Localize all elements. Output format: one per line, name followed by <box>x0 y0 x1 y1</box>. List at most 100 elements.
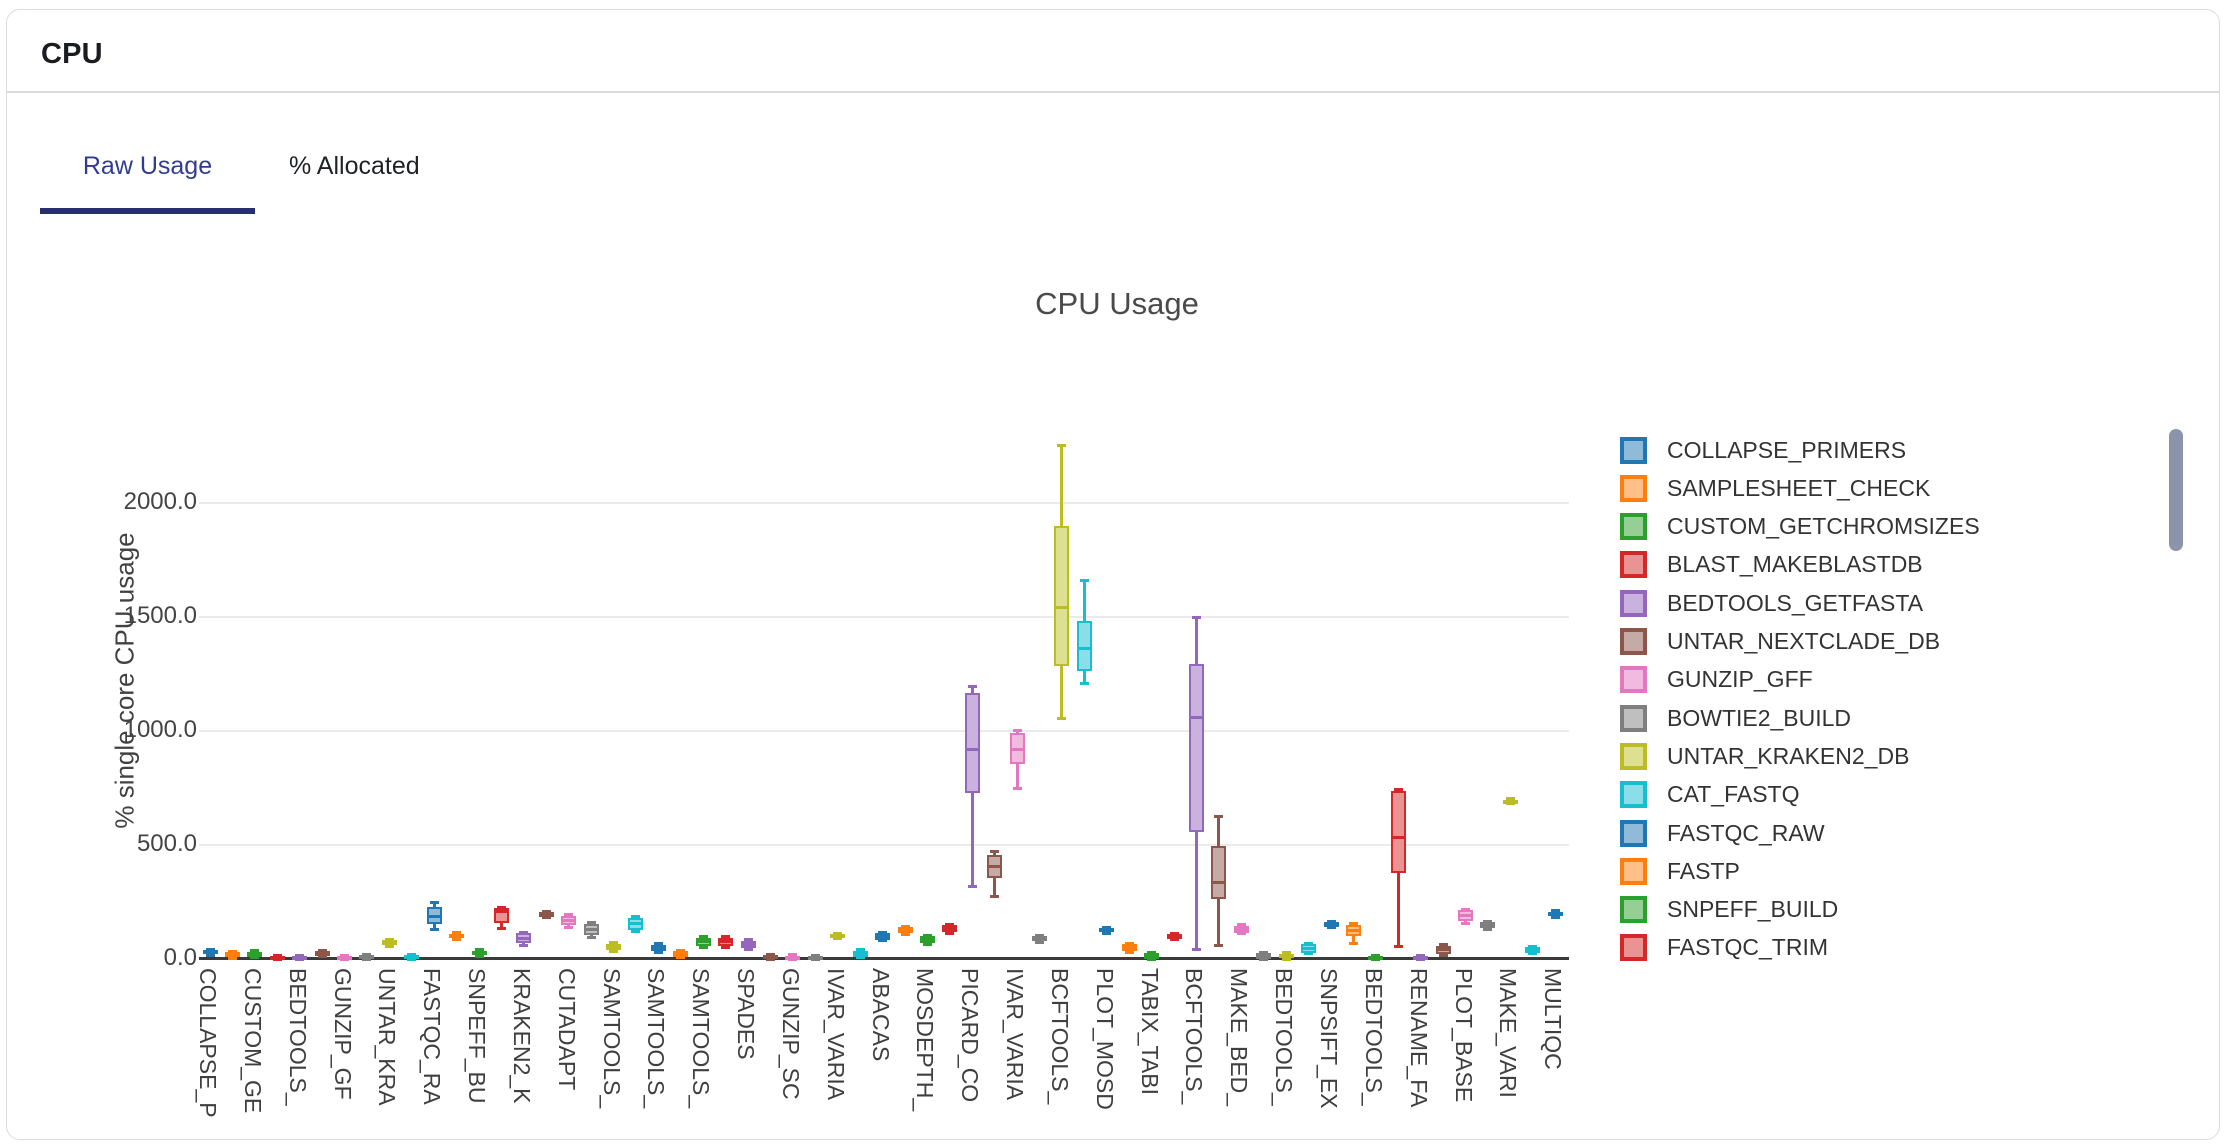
box-whisker-cap <box>1348 922 1358 926</box>
page-title: CPU <box>41 38 103 70</box>
legend-item[interactable]: BOWTIE2_BUILD <box>1620 699 1851 737</box>
legend-item[interactable]: FASTQC_TRIM <box>1620 929 1828 967</box>
box-whisker-cap <box>855 947 865 951</box>
legend-scrollbar-thumb[interactable] <box>2169 429 2183 551</box>
legend-swatch <box>1620 819 1647 847</box>
box-median-line <box>426 914 442 918</box>
legend-item[interactable]: UNTAR_KRAKEN2_DB <box>1620 737 1909 775</box>
tab-percent-allocated[interactable]: % Allocated <box>289 152 420 180</box>
box-whisker-cap <box>1528 944 1538 948</box>
box-whisker-cap <box>1124 941 1134 945</box>
box-whisker-cap <box>1461 922 1471 926</box>
x-tick-label: BCFTOOLS_ <box>1046 968 1073 1105</box>
x-tick-label: CUTADAPT <box>553 968 580 1091</box>
box-median-line <box>695 940 711 944</box>
box-median-line <box>1009 748 1025 752</box>
legend-item[interactable]: CAT_FASTQ <box>1620 776 1800 814</box>
box-whisker-cap <box>1102 925 1112 929</box>
box-whisker-cap <box>295 954 305 958</box>
box-whisker-cap <box>1035 940 1045 944</box>
box-whisker-cap <box>474 954 484 958</box>
box-whisker-cap <box>384 944 394 948</box>
box-whisker-cap <box>1281 951 1291 955</box>
legend-item[interactable]: FASTP <box>1620 852 1740 890</box>
box-median-line <box>673 952 689 956</box>
x-tick-label: BEDTOOLS_ <box>1360 968 1387 1106</box>
box-whisker-cap <box>900 924 910 928</box>
box-whisker-cap <box>384 937 394 941</box>
x-tick-label: MAKE_VARI <box>1495 968 1522 1098</box>
box-whisker-cap <box>1393 944 1403 948</box>
legend-item[interactable]: CUSTOM_GETCHROMSIZES <box>1620 508 1980 546</box>
box-median-line <box>1413 955 1429 959</box>
legend-item-label: FASTQC_RAW <box>1667 819 1825 846</box>
box-whisker-cap <box>362 953 372 957</box>
box-whisker-cap <box>990 895 1000 899</box>
box-whisker-cap <box>676 956 686 960</box>
box-whisker-cap <box>340 953 350 957</box>
box-whisker-cap <box>227 956 237 960</box>
box-whisker-cap <box>878 939 888 943</box>
box-median-line <box>337 955 353 959</box>
box-median-line <box>1121 946 1137 950</box>
legend-item-label: CAT_FASTQ <box>1667 781 1800 808</box>
box-whisker-cap <box>586 921 596 925</box>
box-whisker-cap <box>721 934 731 938</box>
box-whisker-cap <box>1461 907 1471 911</box>
x-tick-label: FASTQC_RA <box>419 968 446 1105</box>
legend-item[interactable]: UNTAR_NEXTCLADE_DB <box>1620 623 1940 661</box>
tab-raw-usage[interactable]: Raw Usage <box>82 152 213 180</box>
box-whisker-cap <box>676 948 686 952</box>
legend-item[interactable]: FASTQC_RAW <box>1620 814 1825 852</box>
legend-item-label: FASTQC_TRIM <box>1667 934 1829 961</box>
legend-item[interactable]: SAMPLESHEET_CHECK <box>1620 469 1930 507</box>
box-whisker-cap <box>496 905 506 909</box>
box-whisker-cap <box>721 945 731 949</box>
legend-item[interactable]: SNPEFF_BUILD <box>1620 891 1838 929</box>
box-median-line <box>628 922 644 926</box>
box-median-line <box>359 955 375 959</box>
box-whisker-cap <box>1191 948 1201 952</box>
box-plot[interactable] <box>1054 526 1070 666</box>
box-median-line <box>718 940 734 944</box>
box-plot[interactable] <box>1211 845 1227 900</box>
y-tick-label: 500.0 <box>136 830 197 857</box>
x-tick-label: SPADES <box>733 968 760 1060</box>
box-whisker-cap <box>609 949 619 953</box>
box-plot[interactable] <box>964 692 980 793</box>
box-median-line <box>1458 914 1474 918</box>
box-whisker-cap <box>1079 681 1089 685</box>
cpu-panel-card: CPU Raw Usage % Allocated CPU Usage % si… <box>6 9 2220 1140</box>
box-median-line <box>830 934 846 938</box>
box-median-line <box>1076 647 1092 651</box>
legend-swatch <box>1620 513 1647 541</box>
box-whisker-cap <box>1304 952 1314 956</box>
box-whisker-cap <box>653 941 663 945</box>
box-whisker-cap <box>1483 919 1493 923</box>
box-plot[interactable] <box>1390 791 1406 874</box>
box-whisker-cap <box>1304 941 1314 945</box>
y-gridline <box>199 844 1569 846</box>
box-median-line <box>1032 936 1048 940</box>
box-plot[interactable] <box>1188 663 1204 832</box>
box-whisker-cap <box>1012 729 1022 733</box>
legend-item[interactable]: COLLAPSE_PRIMERS <box>1620 431 1906 469</box>
box-whisker-cap <box>272 954 282 958</box>
legend-item[interactable]: GUNZIP_GFF <box>1620 661 1813 699</box>
box-whisker-cap <box>900 932 910 936</box>
box-whisker-cap <box>564 925 574 929</box>
box-whisker-cap <box>945 932 955 936</box>
box-whisker-cap <box>564 912 574 916</box>
legend-swatch <box>1620 666 1647 694</box>
x-tick-label: PLOT_MOSD <box>1091 968 1118 1110</box>
active-tab-underline <box>40 208 255 214</box>
box-whisker-cap <box>496 926 506 930</box>
legend-item-label: BOWTIE2_BUILD <box>1667 704 1852 731</box>
legend-swatch <box>1620 781 1647 809</box>
legend-item[interactable]: BLAST_MAKEBLASTDB <box>1620 546 1923 584</box>
box-whisker-cap <box>1124 950 1134 954</box>
box-plot[interactable] <box>1076 621 1092 672</box>
x-tick-label: PLOT_BASE <box>1450 968 1477 1103</box>
legend-item[interactable]: BEDTOOLS_GETFASTA <box>1620 584 1923 622</box>
box-whisker-cap <box>586 936 596 940</box>
